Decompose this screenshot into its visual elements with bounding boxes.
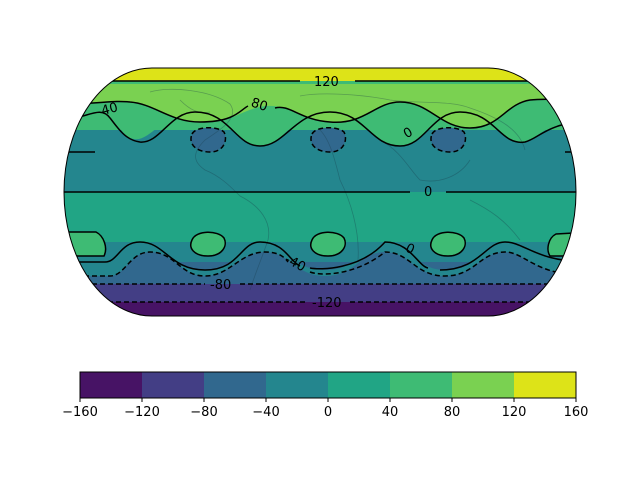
- blob-south-edge-left: [64, 232, 106, 256]
- blob-south-1: [190, 232, 226, 256]
- region-south-minus120-minus80: [64, 284, 576, 302]
- colorbar-ticks: −160 −120 −80 −40 0 40 80 120 160: [62, 398, 588, 420]
- contour-label-minus120: -120: [312, 296, 342, 311]
- region-south-minus160-minus120: [64, 302, 576, 316]
- contour-minus40-blob-1: [190, 127, 227, 153]
- colorbar-tick-label: −160: [62, 405, 98, 420]
- colorbar-cells: [80, 372, 576, 398]
- contour-0-south: [64, 241, 576, 271]
- colorbar-tick-label: 80: [444, 405, 461, 420]
- colorbar-cell: [514, 372, 576, 398]
- contour-80: [64, 98, 576, 129]
- colorbar-tick-label: 0: [324, 405, 332, 420]
- colorbar-cell: [328, 372, 390, 398]
- coastlines: [149, 88, 526, 291]
- colorbar-cell: [390, 372, 452, 398]
- contour-40-south-edge-right: [547, 231, 576, 257]
- contour-40-blob-3: [430, 231, 466, 257]
- colorbar: −160 −120 −80 −40 0 40 80 120 160: [62, 371, 588, 420]
- contour-40: [64, 111, 576, 147]
- blob-south-2: [310, 232, 346, 256]
- colorbar-tick-label: −120: [124, 405, 160, 420]
- contour-label-80: 80: [249, 96, 269, 115]
- map-area: [64, 68, 576, 316]
- contour-minus40-blob-3: [430, 127, 467, 153]
- contour-40-blob-2: [310, 231, 346, 257]
- colorbar-tick-label: 40: [382, 405, 399, 420]
- blob-north-3: [430, 127, 466, 152]
- colorbar-tick-label: 160: [564, 405, 589, 420]
- blob-south-3: [430, 232, 466, 256]
- region-north-120-160: [64, 68, 576, 81]
- contour-40-south-edge-left: [64, 231, 107, 257]
- colorbar-tick-label: −80: [190, 405, 217, 420]
- colorbar-tick-label: 120: [502, 405, 527, 420]
- colorbar-cell: [204, 372, 266, 398]
- colorbar-tick-label: −40: [252, 405, 279, 420]
- blob-north-2: [310, 127, 346, 152]
- colorbar-cell: [266, 372, 328, 398]
- globe-outline: [63, 67, 577, 317]
- contour-minus40-blob-2: [310, 127, 347, 153]
- blob-north-1: [190, 127, 226, 152]
- colorbar-cell: [142, 372, 204, 398]
- contour-label-0-equator: 0: [424, 185, 432, 200]
- contour-40-blob-1: [190, 231, 226, 257]
- colorbar-cell: [80, 372, 142, 398]
- region-north-80-120-wave: [64, 84, 576, 128]
- contour-label-minus80: -80: [210, 278, 231, 293]
- contour-minus40-south: [64, 251, 576, 277]
- contour-label-40: 40: [100, 100, 120, 119]
- colorbar-cell: [452, 372, 514, 398]
- contour-label-120: 120: [314, 75, 339, 90]
